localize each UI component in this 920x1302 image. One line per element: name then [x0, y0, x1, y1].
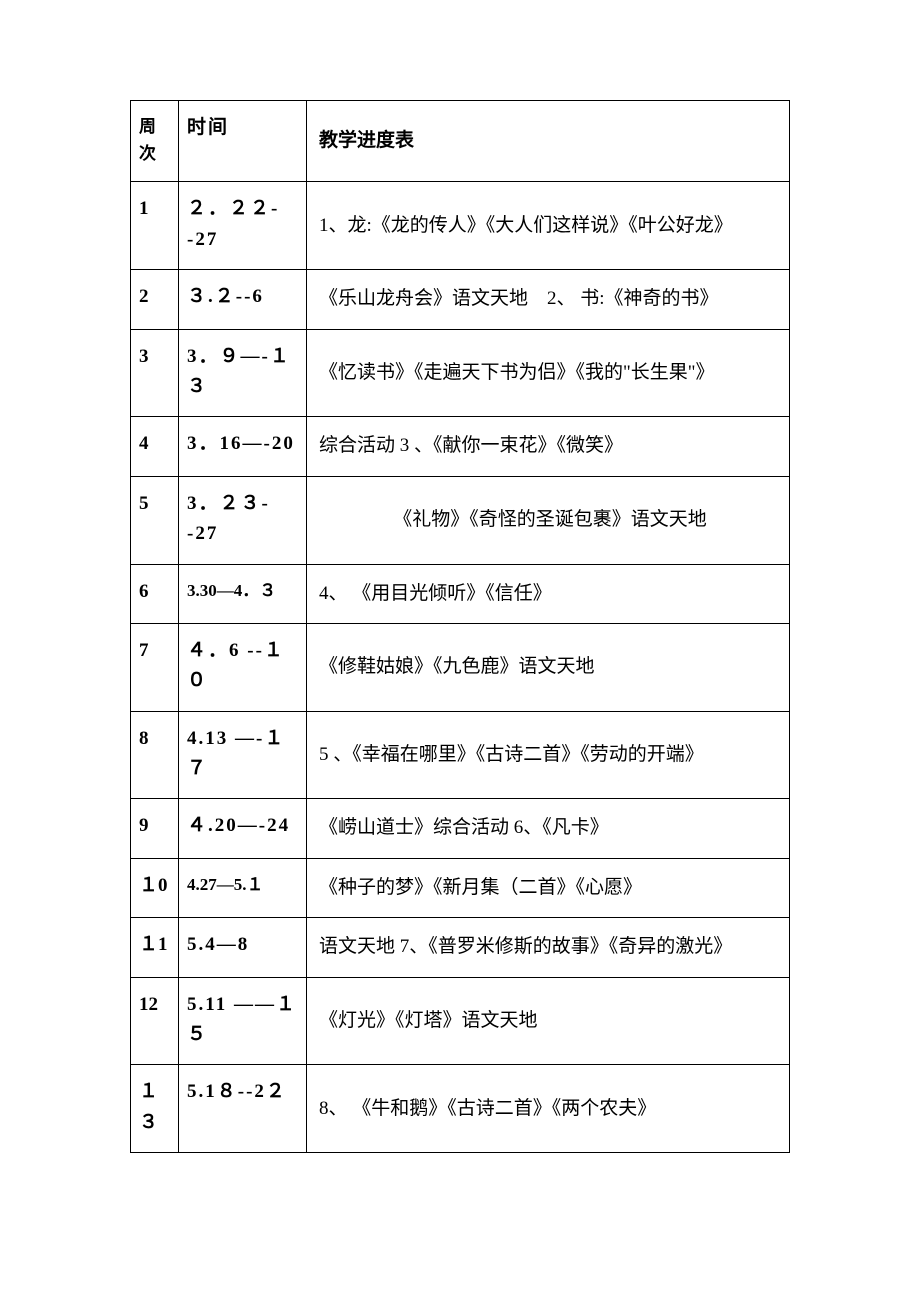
header-content: 教学进度表: [307, 101, 790, 182]
cell-content: 《礼物》《奇怪的圣诞包裹》语文天地: [307, 476, 790, 564]
cell-week: 7: [131, 623, 179, 711]
cell-time: 3.30—4．３: [179, 564, 307, 623]
cell-content: 《乐山龙舟会》语文天地 2、 书:《神奇的书》: [307, 270, 790, 329]
table-row: １３5.1８--2２8、 《牛和鹅》《古诗二首》《两个农夫》: [131, 1065, 790, 1153]
cell-week: 2: [131, 270, 179, 329]
cell-week: 3: [131, 329, 179, 417]
table-body: 1２．２２--271、龙:《龙的传人》《大人们这样说》《叶公好龙》2３.２--6…: [131, 182, 790, 1153]
table-row: 1２．２２--271、龙:《龙的传人》《大人们这样说》《叶公好龙》: [131, 182, 790, 270]
cell-content: 语文天地 7、《普罗米修斯的故事》《奇异的激光》: [307, 918, 790, 977]
cell-time: ４．6 --１０: [179, 623, 307, 711]
cell-time: 4.27—5.１: [179, 858, 307, 917]
table-row: 125.11 ——１５《灯光》《灯塔》语文天地: [131, 977, 790, 1065]
cell-week: 1: [131, 182, 179, 270]
cell-week: 5: [131, 476, 179, 564]
cell-content: 《灯光》《灯塔》语文天地: [307, 977, 790, 1065]
cell-content: 《修鞋姑娘》《九色鹿》语文天地: [307, 623, 790, 711]
schedule-table: 周次 时间 教学进度表 1２．２２--271、龙:《龙的传人》《大人们这样说》《…: [130, 100, 790, 1153]
cell-time: 3．16—-20: [179, 417, 307, 476]
cell-content: 《忆读书》《走遍天下书为侣》《我的"长生果"》: [307, 329, 790, 417]
cell-week: 9: [131, 799, 179, 858]
cell-content: 5 、《幸福在哪里》《古诗二首》《劳动的开端》: [307, 711, 790, 799]
cell-content: 1、龙:《龙的传人》《大人们这样说》《叶公好龙》: [307, 182, 790, 270]
cell-week: 6: [131, 564, 179, 623]
cell-week: １３: [131, 1065, 179, 1153]
cell-week: 4: [131, 417, 179, 476]
cell-content: 8、 《牛和鹅》《古诗二首》《两个农夫》: [307, 1065, 790, 1153]
cell-content: 《崂山道士》综合活动 6、《凡卡》: [307, 799, 790, 858]
table-row: １04.27—5.１《种子的梦》《新月集（二首》《心愿》: [131, 858, 790, 917]
table-row: 53．２３--27《礼物》《奇怪的圣诞包裹》语文天地: [131, 476, 790, 564]
cell-week: 8: [131, 711, 179, 799]
header-time: 时间: [179, 101, 307, 182]
table-row: 33．９—-１３《忆读书》《走遍天下书为侣》《我的"长生果"》: [131, 329, 790, 417]
cell-time: ２．２２--27: [179, 182, 307, 270]
table-row: 43．16—-20综合活动 3 、《献你一束花》《微笑》: [131, 417, 790, 476]
cell-time: 5.1８--2２: [179, 1065, 307, 1153]
cell-time: 4.13 —-１７: [179, 711, 307, 799]
table-row: 9４.20—-24《崂山道士》综合活动 6、《凡卡》: [131, 799, 790, 858]
cell-week: １1: [131, 918, 179, 977]
cell-week: 12: [131, 977, 179, 1065]
table-header-row: 周次 时间 教学进度表: [131, 101, 790, 182]
table-row: １15.4—8语文天地 7、《普罗米修斯的故事》《奇异的激光》: [131, 918, 790, 977]
table-row: 63.30—4．３4、 《用目光倾听》《信任》: [131, 564, 790, 623]
table-row: 7４．6 --１０《修鞋姑娘》《九色鹿》语文天地: [131, 623, 790, 711]
cell-time: ３.２--6: [179, 270, 307, 329]
table-row: 84.13 —-１７5 、《幸福在哪里》《古诗二首》《劳动的开端》: [131, 711, 790, 799]
table-row: 2３.２--6《乐山龙舟会》语文天地 2、 书:《神奇的书》: [131, 270, 790, 329]
cell-week: １0: [131, 858, 179, 917]
cell-content: 综合活动 3 、《献你一束花》《微笑》: [307, 417, 790, 476]
cell-time: 3．２３--27: [179, 476, 307, 564]
cell-time: 3．９—-１３: [179, 329, 307, 417]
cell-content: 《种子的梦》《新月集（二首》《心愿》: [307, 858, 790, 917]
cell-content: 4、 《用目光倾听》《信任》: [307, 564, 790, 623]
cell-time: ４.20—-24: [179, 799, 307, 858]
cell-time: 5.11 ——１５: [179, 977, 307, 1065]
cell-time: 5.4—8: [179, 918, 307, 977]
header-week: 周次: [131, 101, 179, 182]
